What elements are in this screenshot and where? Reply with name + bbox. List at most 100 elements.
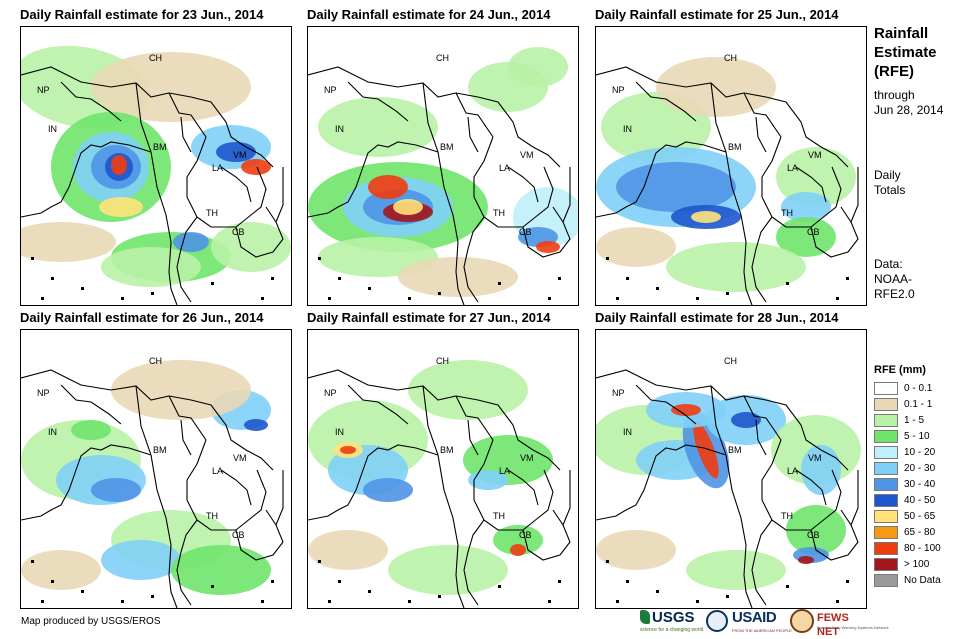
island-mark: [616, 600, 619, 603]
island-mark: [656, 590, 659, 593]
country-label-th: TH: [493, 511, 505, 521]
panel-title: Daily Rainfall estimate for 25 Jun., 201…: [595, 7, 839, 22]
country-label-vm: VM: [233, 150, 247, 160]
country-border: [710, 82, 753, 305]
through-label: through: [874, 88, 915, 102]
legend-item: 50 - 65: [874, 509, 966, 525]
legend-label: > 100: [904, 559, 930, 570]
country-label-la: LA: [212, 163, 224, 173]
island-mark: [81, 590, 84, 593]
rfe-legend: RFE (mm) 0 - 0.1 0.1 - 1 1 - 5 5 - 10 10 - 2…: [874, 363, 966, 589]
island-mark: [626, 580, 629, 583]
island-mark: [726, 595, 729, 598]
legend-label: 40 - 50: [904, 495, 936, 506]
island-mark: [271, 277, 274, 280]
country-border: [347, 384, 409, 425]
country-border: [467, 419, 479, 456]
usgs-tagline: science for a changing world: [640, 627, 704, 633]
legend-label: 30 - 40: [904, 479, 936, 490]
country-border: [455, 92, 561, 168]
legend-item: 0.1 - 1: [874, 397, 966, 413]
legend-label: No Data: [904, 575, 941, 586]
rainfall-blob: [318, 97, 438, 157]
rainfall-blob: [671, 404, 701, 416]
legend-item: 10 - 20: [874, 445, 966, 461]
country-label-np: NP: [324, 85, 337, 95]
country-label-th: TH: [781, 511, 793, 521]
country-label-ch: CH: [149, 53, 162, 63]
country-border: [562, 167, 571, 223]
country-label-cb: CB: [519, 227, 532, 237]
rainfall-blob: [596, 227, 676, 267]
country-label-in: IN: [623, 427, 632, 437]
country-label-cb: CB: [232, 227, 245, 237]
rainfall-blob: [776, 147, 856, 207]
country-border: [473, 439, 554, 531]
country-border: [635, 81, 697, 122]
country-border: [21, 444, 152, 521]
island-mark: [41, 297, 44, 300]
rainfall-blob: [508, 47, 568, 87]
legend-label: 1 - 5: [904, 415, 925, 426]
island-mark: [696, 297, 699, 300]
panel-title: Daily Rainfall estimate for 23 Jun., 201…: [20, 7, 264, 22]
country-label-cb: CB: [807, 530, 820, 540]
legend-label: 20 - 30: [904, 463, 936, 474]
legend-swatch: [874, 398, 898, 411]
country-label-ch: CH: [149, 356, 162, 366]
legend-swatch: [874, 510, 898, 523]
country-border: [21, 369, 207, 441]
data-source-line: RFE2.0: [874, 287, 915, 301]
island-mark: [318, 560, 321, 563]
rainfall-map: CH NP IN BM LA VM TH CB: [20, 329, 292, 609]
country-border: [710, 385, 753, 608]
island-mark: [31, 560, 34, 563]
island-mark: [121, 297, 124, 300]
rainfall-blob: [686, 550, 786, 590]
country-label-vm: VM: [520, 150, 534, 160]
island-mark: [626, 277, 629, 280]
usaid-seal-icon: [706, 610, 728, 632]
country-label-cb: CB: [807, 227, 820, 237]
country-label-vm: VM: [808, 150, 822, 160]
island-mark: [151, 595, 154, 598]
island-mark: [438, 292, 441, 295]
product-title-line: Estimate: [874, 44, 937, 61]
island-mark: [261, 600, 264, 603]
rainfall-blob: [398, 257, 518, 297]
legend-swatch: [874, 542, 898, 555]
rainfall-blob: [493, 525, 543, 555]
country-border: [180, 419, 192, 456]
country-label-in: IN: [335, 427, 344, 437]
panel-title: Daily Rainfall estimate for 24 Jun., 201…: [307, 7, 551, 22]
legend-swatch: [874, 414, 898, 427]
country-border: [135, 82, 178, 305]
island-mark: [786, 585, 789, 588]
country-border: [21, 141, 152, 218]
country-label-bm: BM: [728, 142, 742, 152]
legend-label: 80 - 100: [904, 543, 941, 554]
map-credit: Map produced by USGS/EROS: [21, 616, 161, 627]
country-border: [795, 469, 827, 506]
product-title-line: Rainfall: [874, 25, 929, 42]
rainfall-blob: [211, 222, 291, 272]
legend-swatch: [874, 526, 898, 539]
legend-title: RFE (mm): [874, 364, 926, 376]
legend-swatch: [874, 574, 898, 587]
rainfall-field: [21, 360, 284, 608]
fews-net-tagline: Famine Early Warning Systems Network: [817, 625, 889, 630]
island-mark: [498, 585, 501, 588]
legend-item: 1 - 5: [874, 413, 966, 429]
country-border: [176, 519, 198, 606]
country-border: [596, 141, 727, 218]
usgs-wave-icon: [640, 610, 650, 624]
country-border: [275, 470, 284, 526]
rainfall-blob: [101, 247, 201, 287]
rainfall-map: CH NP IN BM LA VM TH CB: [595, 26, 867, 306]
legend-item: 0 - 0.1: [874, 381, 966, 397]
rainfall-blob: [91, 52, 251, 122]
country-border: [60, 384, 122, 425]
rainfall-blob: [71, 420, 111, 440]
legend-swatch: [874, 430, 898, 443]
totals-type: Daily Totals: [874, 168, 905, 198]
